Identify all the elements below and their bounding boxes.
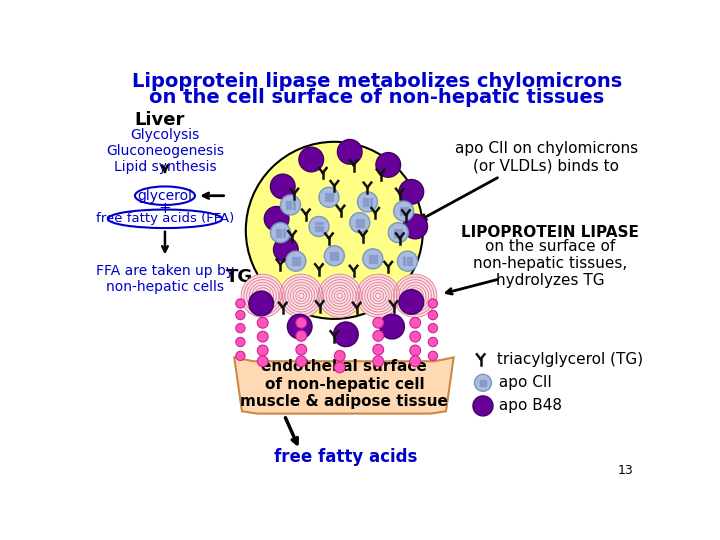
Circle shape (235, 338, 245, 347)
Circle shape (257, 318, 268, 328)
Circle shape (296, 330, 307, 341)
Circle shape (394, 274, 437, 318)
Circle shape (318, 274, 361, 318)
Circle shape (274, 237, 298, 262)
Circle shape (334, 362, 345, 373)
Circle shape (403, 214, 428, 239)
Circle shape (428, 351, 438, 361)
Circle shape (373, 330, 384, 341)
Text: 13: 13 (617, 464, 633, 477)
Circle shape (428, 299, 438, 308)
Circle shape (356, 274, 400, 318)
Circle shape (357, 192, 377, 212)
Circle shape (235, 351, 245, 361)
Circle shape (473, 396, 493, 416)
Circle shape (241, 274, 284, 318)
Circle shape (428, 310, 438, 320)
Text: endothelial surface
of non-hepatic cell
muscle & adipose tissue: endothelial surface of non-hepatic cell … (240, 360, 449, 409)
Text: apo CII on chylomicrons
(or VLDLs) binds to: apo CII on chylomicrons (or VLDLs) binds… (454, 141, 638, 173)
Text: triacylglycerol (TG): triacylglycerol (TG) (492, 352, 644, 367)
Polygon shape (234, 357, 454, 414)
Circle shape (399, 179, 423, 204)
Circle shape (428, 323, 438, 333)
Circle shape (319, 187, 339, 207)
Text: LIPOPROTEIN LIPASE: LIPOPROTEIN LIPASE (461, 225, 639, 240)
Text: glycerol: glycerol (138, 188, 192, 202)
Circle shape (235, 299, 245, 308)
Circle shape (296, 318, 307, 328)
Text: FFA are taken up by
non-hepatic cells: FFA are taken up by non-hepatic cells (96, 264, 234, 294)
Circle shape (363, 249, 383, 269)
Circle shape (333, 322, 359, 347)
Text: on the cell surface of non-hepatic tissues: on the cell surface of non-hepatic tissu… (149, 87, 604, 106)
Text: TG: TG (226, 267, 253, 286)
Circle shape (264, 206, 289, 231)
Circle shape (373, 318, 384, 328)
Circle shape (410, 331, 420, 342)
Text: on the surface of
non-hepatic tissues,
hydrolyzes TG: on the surface of non-hepatic tissues, h… (473, 239, 627, 288)
Circle shape (376, 153, 400, 177)
Circle shape (257, 356, 268, 367)
Circle shape (257, 331, 268, 342)
Circle shape (338, 139, 362, 164)
Circle shape (249, 291, 274, 316)
Circle shape (474, 374, 492, 392)
Circle shape (235, 323, 245, 333)
Text: Lipoprotein lipase metabolizes chylomicrons: Lipoprotein lipase metabolizes chylomicr… (132, 72, 622, 91)
Circle shape (296, 345, 307, 355)
Text: free fatty acids: free fatty acids (274, 449, 418, 467)
Circle shape (397, 251, 418, 271)
Circle shape (373, 356, 384, 367)
Circle shape (257, 345, 268, 356)
Text: +: + (158, 200, 171, 215)
Circle shape (388, 222, 408, 242)
Circle shape (410, 318, 420, 328)
Circle shape (379, 314, 405, 339)
Circle shape (246, 142, 423, 319)
Circle shape (271, 222, 290, 242)
Circle shape (324, 246, 344, 266)
Text: apo B48: apo B48 (494, 399, 562, 414)
Circle shape (410, 345, 420, 356)
Circle shape (287, 314, 312, 339)
Text: Glycolysis
Gluconeogenesis
Lipid synthesis: Glycolysis Gluconeogenesis Lipid synthes… (106, 128, 224, 174)
Circle shape (299, 147, 323, 172)
Circle shape (309, 217, 329, 237)
Circle shape (399, 289, 423, 314)
Text: free fatty acids (FFA): free fatty acids (FFA) (96, 212, 234, 225)
Circle shape (410, 356, 420, 367)
Circle shape (373, 345, 384, 355)
Circle shape (350, 213, 370, 233)
Circle shape (271, 174, 295, 199)
Circle shape (281, 195, 300, 215)
Text: apo CII: apo CII (494, 375, 552, 390)
Circle shape (394, 201, 414, 221)
Circle shape (428, 338, 438, 347)
Circle shape (296, 356, 307, 367)
Circle shape (279, 274, 323, 318)
Circle shape (334, 350, 345, 361)
Circle shape (286, 251, 306, 271)
Text: Liver: Liver (134, 111, 184, 129)
Circle shape (235, 310, 245, 320)
